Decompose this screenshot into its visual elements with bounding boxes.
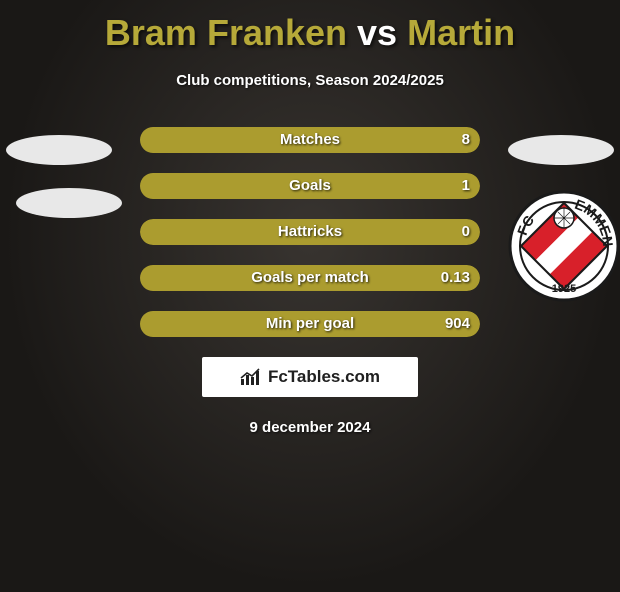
stat-bar: Matches8 [140,127,480,153]
stat-value-right: 0 [462,219,470,245]
chart-icon [240,368,262,386]
stat-bar: Goals1 [140,173,480,199]
stat-value-right: 1 [462,173,470,199]
stat-label: Min per goal [140,311,480,337]
stat-label: Goals [140,173,480,199]
title-player2: Martin [407,12,515,53]
title-player1: Bram Franken [105,12,347,53]
attribution-text: FcTables.com [268,367,380,387]
stat-bar: Hattricks0 [140,219,480,245]
attribution-badge: FcTables.com [202,357,418,397]
stat-row: Matches8 [0,127,620,153]
stat-row: Goals per match0.13 [0,265,620,291]
datestamp: 9 december 2024 [0,419,620,436]
stat-label: Goals per match [140,265,480,291]
stat-label: Matches [140,127,480,153]
stat-value-right: 904 [445,311,470,337]
stat-value-right: 8 [462,127,470,153]
stat-row: Min per goal904 [0,311,620,337]
stat-value-right: 0.13 [441,265,470,291]
subtitle: Club competitions, Season 2024/2025 [0,72,620,89]
stat-row: Goals1 [0,173,620,199]
page-title: Bram Franken vs Martin [0,12,620,54]
stat-bar: Goals per match0.13 [140,265,480,291]
stat-bar: Min per goal904 [140,311,480,337]
stat-label: Hattricks [140,219,480,245]
stat-row: Hattricks0 [0,219,620,245]
title-connector: vs [357,12,397,53]
